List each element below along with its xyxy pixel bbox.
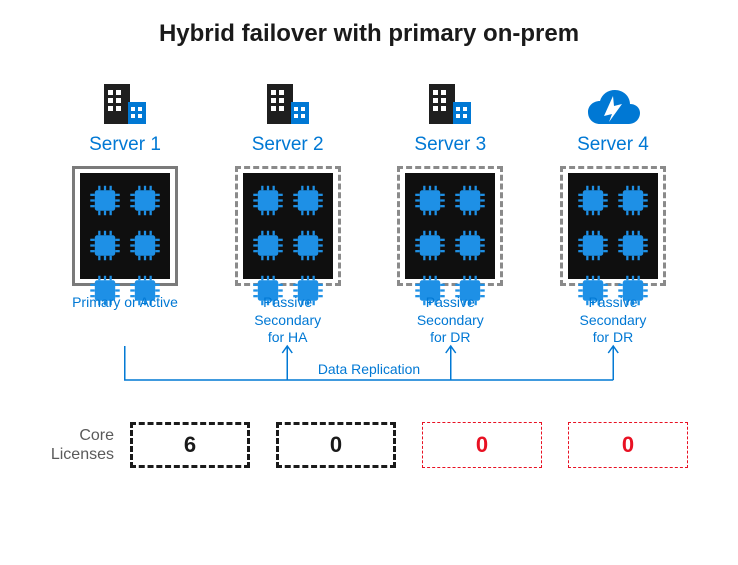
chip-box xyxy=(397,166,503,286)
chip-icon xyxy=(291,226,325,265)
chip-icon xyxy=(88,226,122,265)
server-name: Server 2 xyxy=(252,134,324,156)
chip-icon xyxy=(128,181,162,220)
replication-diagram: Data Replication xyxy=(50,340,688,396)
chip-icon xyxy=(291,226,325,265)
chip-icon xyxy=(291,181,325,220)
server-column-3: Server 3 xyxy=(375,76,525,350)
cloud-icon xyxy=(584,84,642,126)
chip-icon xyxy=(413,181,447,220)
server-column-2: Server 2 xyxy=(213,76,363,350)
chip-icon xyxy=(251,226,285,265)
chip-icon xyxy=(88,226,122,265)
chip-icon xyxy=(453,226,487,265)
chip-icon xyxy=(453,181,487,220)
chip-icon xyxy=(576,226,610,265)
chip-icon xyxy=(576,226,610,265)
license-box-3: 0 xyxy=(422,422,542,468)
replication-label: Data Replication xyxy=(318,361,420,377)
building-icon-wrap xyxy=(100,76,150,126)
chip-icon xyxy=(453,226,487,265)
chip-icon xyxy=(413,226,447,265)
chip-icon xyxy=(128,226,162,265)
chip-icon xyxy=(251,226,285,265)
cloud-icon-wrap xyxy=(584,76,642,126)
server-column-1: Server 1 xyxy=(50,76,200,350)
license-box-1: 6 xyxy=(130,422,250,468)
chip-icon xyxy=(413,181,447,220)
server-name: Server 1 xyxy=(89,134,161,156)
licenses-row: CoreLicenses 6000 xyxy=(30,422,708,468)
chip-icon xyxy=(576,181,610,220)
chip-icon xyxy=(453,181,487,220)
server-column-4: Server 4 xyxy=(538,76,688,350)
chip-icon xyxy=(128,226,162,265)
chip-icon xyxy=(616,226,650,265)
chip-icon xyxy=(88,181,122,220)
server-name: Server 3 xyxy=(414,134,486,156)
chip-icon xyxy=(88,181,122,220)
building-icon-wrap xyxy=(425,76,475,126)
page-title: Hybrid failover with primary on-prem xyxy=(30,20,708,48)
building-icon-wrap xyxy=(263,76,313,126)
license-box-2: 0 xyxy=(276,422,396,468)
license-boxes: 6000 xyxy=(130,422,688,468)
license-box-4: 0 xyxy=(568,422,688,468)
chip-icon xyxy=(128,181,162,220)
chip-icon xyxy=(251,181,285,220)
licenses-label: CoreLicenses xyxy=(30,426,130,464)
chip-box xyxy=(560,166,666,286)
building-icon xyxy=(100,82,150,126)
chip-icon xyxy=(616,226,650,265)
server-name: Server 4 xyxy=(577,134,649,156)
chip-icon xyxy=(576,181,610,220)
building-icon xyxy=(263,82,313,126)
chip-icon xyxy=(413,226,447,265)
chip-box xyxy=(235,166,341,286)
chip-icon xyxy=(616,181,650,220)
chip-icon xyxy=(251,181,285,220)
servers-row: Server 1 xyxy=(30,76,708,350)
chip-icon xyxy=(616,181,650,220)
chip-box xyxy=(72,166,178,286)
chip-icon xyxy=(291,181,325,220)
building-icon xyxy=(425,82,475,126)
